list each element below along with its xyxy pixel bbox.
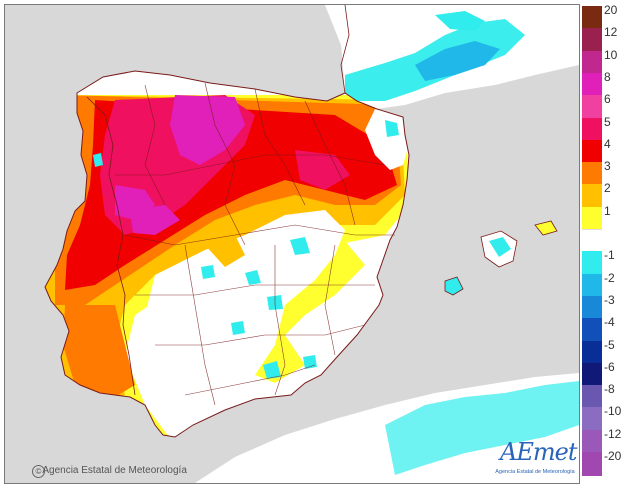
legend-swatch [582,318,602,343]
legend-label: 12 [604,25,618,40]
copyright-icon: © [32,465,45,478]
legend-label: 10 [604,47,618,62]
legend-swatch [582,407,602,432]
balearic-menorca [534,220,558,236]
legend-swatch [582,28,602,53]
legend-swatch [582,229,602,253]
legend-swatch [582,206,602,231]
legend-label: 1 [604,203,611,218]
color-scale-legend: 20 12 10 8 6 5 4 3 2 1 -1 -2 -3 -4 -5 -6 -8 -10 -12 -20 [582,3,630,476]
legend-label: 4 [604,136,611,151]
iberia-coastline [44,70,410,438]
aemet-logo: AEmet Agencia Estatal de Meteorología [492,436,577,480]
legend-swatch [582,117,602,142]
logo-subtitle: Agencia Estatal de Meteorología [495,469,575,475]
legend-label: 6 [604,92,611,107]
legend-swatch [582,6,602,30]
legend-swatch [582,385,602,410]
legend-label: -6 [604,359,615,374]
legend-label: -10 [604,404,622,419]
legend-swatch [582,72,602,97]
legend-swatch [582,340,602,365]
portugal-border [86,96,136,396]
temperature-anomaly-map [4,4,580,484]
agency-credit: Agencia Estatal de Meteorología [34,465,187,476]
legend-label: 20 [604,3,618,17]
logo-text: AEmet [500,438,577,466]
legend-label: -8 [604,382,615,397]
legend-label: 2 [604,181,611,196]
legend-label: -12 [604,426,622,441]
legend-swatch [582,95,602,120]
legend-swatch [582,162,602,187]
legend-swatch [582,362,602,387]
legend-label: -3 [604,292,615,307]
balearic-ibiza [444,276,464,296]
legend-label: -2 [604,270,615,285]
legend-swatch [582,452,602,476]
legend-label: -5 [604,337,615,352]
legend-label: -4 [604,315,615,330]
province-borders [115,82,395,406]
legend-swatch [582,251,602,276]
legend-label: -20 [604,449,622,463]
legend-label: 3 [604,159,611,174]
legend-swatch [582,184,602,209]
legend-swatch [582,295,602,320]
legend-label: -1 [604,248,615,263]
legend-swatch [582,273,602,298]
legend-swatch [582,50,602,75]
legend-swatch [582,429,602,454]
legend-label: 8 [604,69,611,84]
legend-swatch [582,139,602,164]
agency-name: Agencia Estatal de Meteorología [42,465,187,476]
legend-label: 5 [604,114,611,129]
